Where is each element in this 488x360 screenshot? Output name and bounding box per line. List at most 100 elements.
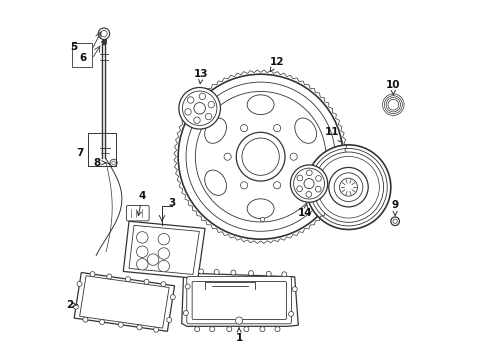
Text: 2: 2	[66, 300, 77, 310]
Circle shape	[82, 317, 88, 322]
Circle shape	[170, 295, 175, 300]
Polygon shape	[129, 225, 199, 274]
Circle shape	[137, 325, 142, 330]
Circle shape	[185, 284, 190, 289]
Circle shape	[248, 271, 253, 276]
Text: 7: 7	[76, 148, 83, 158]
Circle shape	[242, 138, 279, 175]
Circle shape	[198, 269, 203, 274]
Text: 14: 14	[298, 204, 312, 218]
Circle shape	[292, 287, 297, 292]
FancyBboxPatch shape	[126, 206, 149, 221]
Circle shape	[136, 258, 148, 270]
Circle shape	[158, 233, 169, 245]
Circle shape	[73, 304, 78, 309]
Circle shape	[328, 167, 367, 207]
Circle shape	[315, 186, 321, 192]
Circle shape	[161, 282, 165, 287]
Circle shape	[296, 186, 302, 192]
Ellipse shape	[204, 170, 226, 195]
Circle shape	[208, 102, 214, 108]
Circle shape	[288, 311, 293, 316]
Circle shape	[144, 279, 149, 284]
Polygon shape	[74, 273, 174, 331]
Polygon shape	[123, 221, 204, 279]
Circle shape	[77, 282, 82, 287]
Polygon shape	[80, 276, 169, 328]
Circle shape	[153, 327, 159, 332]
Text: 1: 1	[235, 328, 242, 343]
Text: 8: 8	[94, 158, 105, 168]
Circle shape	[194, 103, 205, 114]
Ellipse shape	[294, 118, 316, 143]
Text: 13: 13	[194, 69, 208, 84]
Circle shape	[240, 125, 247, 132]
Circle shape	[296, 175, 302, 181]
Polygon shape	[182, 273, 298, 326]
Circle shape	[305, 145, 390, 229]
Circle shape	[226, 327, 231, 332]
Text: 11: 11	[325, 127, 342, 142]
Circle shape	[305, 192, 311, 197]
Text: 6: 6	[80, 53, 86, 63]
Circle shape	[274, 327, 280, 332]
Circle shape	[195, 91, 325, 222]
Circle shape	[112, 161, 115, 165]
Circle shape	[306, 170, 311, 176]
Text: 9: 9	[391, 200, 398, 216]
Circle shape	[387, 99, 398, 110]
FancyBboxPatch shape	[186, 276, 291, 324]
Circle shape	[193, 117, 200, 123]
Circle shape	[106, 274, 112, 279]
Circle shape	[235, 317, 242, 324]
Circle shape	[273, 182, 280, 189]
Circle shape	[224, 153, 231, 160]
Circle shape	[147, 254, 159, 265]
Circle shape	[178, 74, 343, 239]
FancyBboxPatch shape	[192, 282, 286, 319]
Circle shape	[90, 271, 95, 276]
Circle shape	[209, 327, 214, 332]
Circle shape	[273, 125, 280, 132]
Circle shape	[240, 182, 247, 189]
Circle shape	[136, 231, 148, 243]
Circle shape	[194, 327, 199, 332]
Circle shape	[166, 318, 171, 323]
Circle shape	[205, 113, 211, 120]
Circle shape	[158, 248, 169, 259]
Text: 3: 3	[168, 198, 175, 208]
Circle shape	[236, 132, 285, 181]
Circle shape	[125, 276, 130, 282]
Circle shape	[260, 327, 264, 332]
Circle shape	[230, 270, 235, 275]
Circle shape	[290, 165, 327, 202]
Circle shape	[158, 260, 169, 272]
Circle shape	[118, 322, 123, 327]
Ellipse shape	[247, 199, 274, 219]
Circle shape	[313, 152, 383, 222]
Circle shape	[317, 156, 379, 218]
Text: 4: 4	[137, 191, 146, 216]
Text: 5: 5	[70, 42, 77, 52]
Circle shape	[289, 153, 297, 160]
Circle shape	[101, 31, 107, 37]
Circle shape	[333, 173, 362, 202]
Circle shape	[199, 93, 205, 100]
Circle shape	[390, 217, 399, 226]
Circle shape	[183, 311, 188, 316]
Circle shape	[244, 327, 248, 332]
Circle shape	[265, 271, 271, 276]
Circle shape	[281, 272, 286, 277]
Circle shape	[136, 246, 148, 257]
Circle shape	[309, 148, 386, 226]
Circle shape	[392, 219, 396, 224]
Circle shape	[179, 87, 220, 129]
Circle shape	[110, 159, 117, 166]
Circle shape	[187, 97, 194, 103]
Text: 10: 10	[386, 80, 400, 95]
Circle shape	[315, 176, 321, 181]
Ellipse shape	[204, 118, 226, 143]
Circle shape	[182, 91, 217, 126]
Circle shape	[184, 109, 191, 115]
Circle shape	[214, 270, 219, 274]
